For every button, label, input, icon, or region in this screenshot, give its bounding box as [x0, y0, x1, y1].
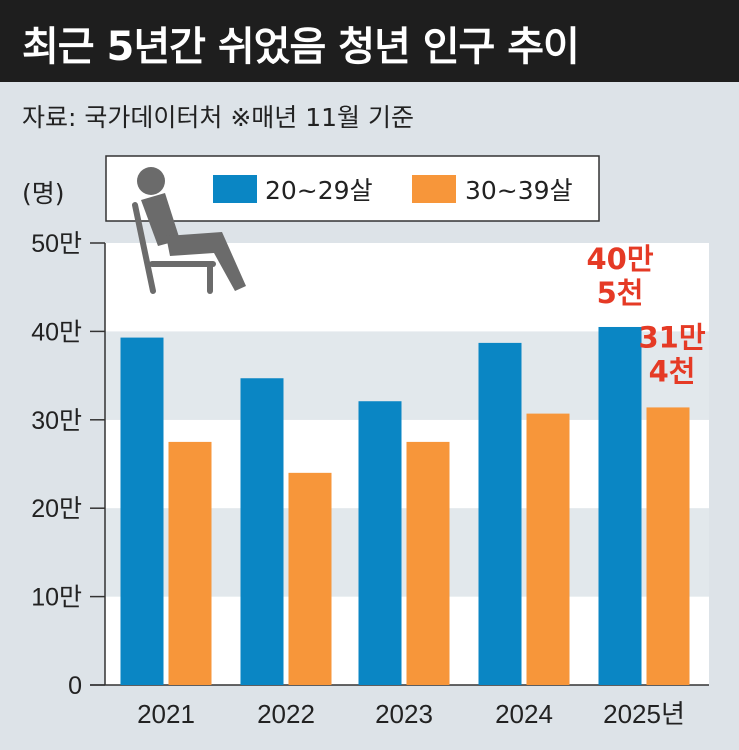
- legend-label-20s: 20~29살: [265, 176, 373, 205]
- legend-box: [105, 155, 600, 222]
- bar-30s-2025년: [646, 407, 690, 685]
- y-tick-label: 10만: [31, 584, 82, 612]
- source-note: 자료: 국가데이터처 ※매년 11월 기준: [22, 103, 414, 132]
- bar-30s-2024: [526, 413, 570, 685]
- y-tick-label: 40만: [31, 318, 82, 346]
- bar-20s-2024: [478, 342, 522, 685]
- bar-20s-2022: [240, 378, 284, 685]
- plot-band: [105, 243, 709, 332]
- x-tick-labels: 2021 2022 2023 2024 2025년: [137, 699, 685, 729]
- x-tick-label: 2024: [495, 699, 553, 729]
- y-tick-label: 30만: [31, 407, 82, 435]
- bar-30s-2022: [288, 472, 332, 685]
- title-bar: 최근 5년간 쉬었음 청년 인구 추이: [0, 0, 739, 82]
- value-annotation: 31만: [638, 320, 705, 354]
- legend-label-30s: 30~39살: [465, 176, 573, 205]
- y-unit-label: (명): [22, 179, 65, 208]
- y-tick-label: 0: [68, 672, 82, 700]
- value-annotation: 40만: [586, 242, 653, 276]
- y-ticks: 0 10만 20만 30만 40만 50만: [31, 230, 105, 700]
- bar-20s-2023: [358, 401, 402, 685]
- bar-30s-2023: [406, 441, 450, 685]
- legend: 20~29살 30~39살: [105, 155, 600, 222]
- x-tick-label: 2022: [257, 699, 315, 729]
- legend-swatch-20s: [213, 175, 257, 203]
- bars: [120, 326, 690, 685]
- bar-20s-2025년: [598, 326, 642, 685]
- x-tick-label: 2025년: [603, 699, 685, 729]
- x-tick-label: 2023: [375, 699, 433, 729]
- y-tick-label: 20만: [31, 495, 82, 523]
- y-tick-label: 50만: [31, 230, 82, 258]
- person-sitting-in-chair-icon: [132, 167, 246, 294]
- bar-20s-2021: [120, 337, 164, 685]
- value-annotation: 4천: [649, 354, 696, 388]
- value-annotation: 5천: [597, 276, 644, 310]
- chart-title: 최근 5년간 쉬었음 청년 인구 추이: [22, 24, 580, 70]
- legend-swatch-30s: [412, 175, 456, 203]
- bar-30s-2021: [168, 441, 212, 685]
- x-tick-label: 2021: [137, 699, 195, 729]
